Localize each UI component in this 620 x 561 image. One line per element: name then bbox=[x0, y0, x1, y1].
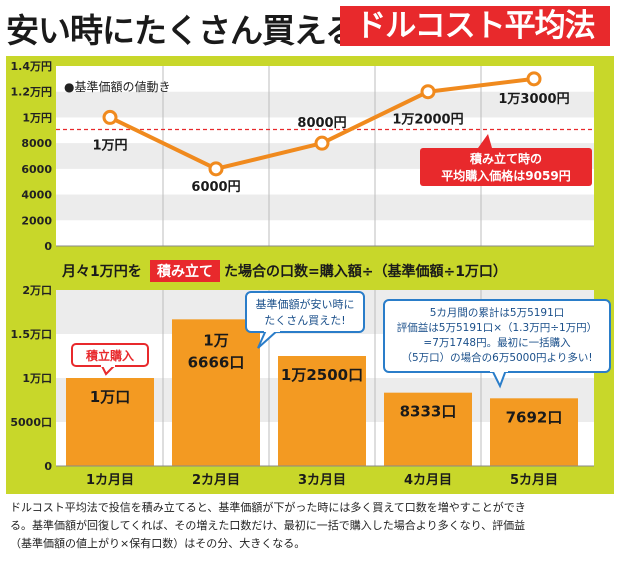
footer-line1: ドルコスト平均法で投信を積み立てると、基準価額が下がった時には多く買えて口数を増… bbox=[10, 500, 526, 514]
line-grid-band bbox=[56, 91, 594, 118]
page-title: 安い時にたくさん買える bbox=[6, 11, 358, 50]
x-category-label: 2カ月目 bbox=[192, 473, 240, 488]
summary-line3: =7万1748円。最初に一括購入 bbox=[423, 336, 571, 349]
bar-y-tick-label: 1万口 bbox=[22, 372, 52, 385]
cheap-callout-line2: たくさん買えた! bbox=[264, 314, 345, 327]
cheap-callout-line1: 基準価額が安い時に bbox=[256, 297, 355, 311]
x-category-label: 1カ月目 bbox=[86, 473, 134, 488]
bar-value-label: 6666口 bbox=[188, 353, 245, 371]
summary-line2: 評価益は5万5191口×（1.3万円÷1万円） bbox=[397, 321, 597, 334]
footer-line2: る。基準価額が回復してくれば、その増えた口数だけ、最初に一括で購入した場合より多… bbox=[10, 518, 525, 532]
line-y-tick-label: 6000 bbox=[21, 163, 52, 176]
bar-value-label: 1万2500口 bbox=[281, 366, 363, 384]
average-label-line1: 積み立て時の bbox=[469, 151, 542, 166]
bar-title-highlight: 積み立て bbox=[156, 263, 213, 280]
bar bbox=[278, 356, 366, 466]
line-y-tick-label: 1万円 bbox=[22, 111, 52, 124]
footer-description: ドルコスト平均法で投信を積み立てると、基準価額が下がった時には多く買えて口数を増… bbox=[10, 500, 526, 550]
price-point bbox=[420, 84, 436, 100]
price-point bbox=[526, 71, 542, 87]
line-grid-band bbox=[56, 194, 594, 221]
bar-title-highlight-bg bbox=[150, 260, 220, 282]
price-point-label: 1万3000円 bbox=[498, 92, 569, 107]
bar-chart-title: 月々1万円を 積み立て た場合の口数=購入額÷（基準価額÷1万口） bbox=[61, 260, 507, 282]
price-point bbox=[208, 161, 224, 177]
summary-callout: 5カ月間の累計は5万5191口 評価益は5万5191口×（1.3万円÷1万円） … bbox=[383, 299, 611, 389]
bar-y-tick-label: 0 bbox=[44, 460, 52, 473]
line-chart-title: ●基準価額の値動き bbox=[64, 79, 170, 94]
bar-title-suffix: た場合の口数=購入額÷（基準価額÷1万口） bbox=[224, 263, 507, 280]
bar-value-label: 1万口 bbox=[90, 388, 130, 406]
bar-y-tick-label: 5000口 bbox=[10, 416, 52, 429]
x-category-label: 3カ月目 bbox=[298, 473, 346, 488]
average-price-callout: 積み立て時の 平均購入価格は9059円 bbox=[420, 134, 592, 186]
bar bbox=[490, 398, 578, 466]
cheap-callout: 基準価額が安い時に たくさん買えた! bbox=[245, 291, 365, 349]
price-point-label: 1万円 bbox=[92, 138, 127, 153]
line-y-tick-label: 4000 bbox=[21, 189, 52, 202]
bar bbox=[172, 319, 260, 466]
summary-line4: （5万口）の場合の6万5000円より多い! bbox=[401, 351, 592, 364]
bar-y-tick-label: 1.5万口 bbox=[11, 328, 53, 341]
price-point-label: 8000円 bbox=[297, 116, 346, 131]
bar-title-prefix: 月々1万円を bbox=[61, 264, 142, 280]
tsumitate-label: 積立購入 bbox=[85, 348, 134, 363]
price-point bbox=[314, 135, 330, 151]
line-y-tick-label: 2000 bbox=[21, 214, 52, 227]
bar bbox=[66, 378, 154, 466]
line-y-tick-label: 1.2万円 bbox=[11, 86, 53, 99]
tsumitate-callout: 積立購入 bbox=[71, 343, 149, 376]
footer-line3: （基準価額の値上がり×保有口数）はその分、大きくなる。 bbox=[10, 536, 305, 550]
line-y-tick-label: 0 bbox=[44, 240, 52, 253]
x-category-label: 4カ月目 bbox=[404, 473, 452, 488]
title-badge: ドルコスト平均法 bbox=[340, 6, 610, 46]
bar-y-tick-label: 2万口 bbox=[22, 284, 52, 297]
average-label-line2: 平均購入価格は9059円 bbox=[441, 168, 570, 183]
bar-value-label: 1万 bbox=[203, 331, 228, 349]
x-category-label: 5カ月目 bbox=[510, 473, 558, 488]
line-y-tick-label: 1.4万円 bbox=[11, 60, 53, 73]
price-point-label: 1万2000円 bbox=[392, 113, 463, 128]
price-point bbox=[102, 109, 118, 125]
bar-value-label: 8333口 bbox=[400, 403, 457, 421]
bar-value-label: 7692口 bbox=[506, 408, 563, 426]
line-y-tick-label: 8000 bbox=[21, 137, 52, 150]
price-point-label: 6000円 bbox=[191, 180, 240, 195]
bar bbox=[384, 392, 472, 466]
summary-line1: 5カ月間の累計は5万5191口 bbox=[430, 306, 565, 319]
